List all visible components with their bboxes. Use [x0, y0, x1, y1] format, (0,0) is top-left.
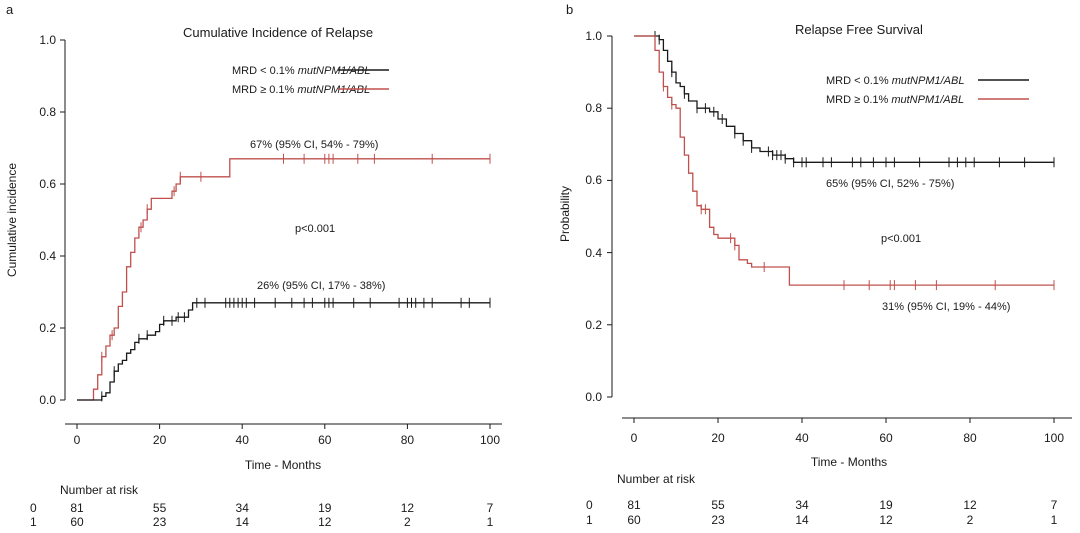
panel-a-risk-0-0: 81: [70, 501, 84, 515]
panel-b-ytick-label-5: 1.0: [585, 29, 602, 43]
panel-a-risk-0-1: 55: [153, 501, 167, 515]
panel-a-risk-0-4: 12: [401, 501, 415, 515]
panel-a-risk-1-2: 14: [236, 515, 250, 529]
panel-b-ytick-label-2: 0.4: [585, 246, 602, 260]
panel-a-risk-group-1: 1: [30, 515, 37, 529]
panel-a-xtick-label-1: 20: [153, 433, 167, 447]
panel-a-title: Cumulative Incidence of Relapse: [183, 25, 373, 40]
panel-a-annotation-1: 26% (95% CI, 17% - 38%): [257, 280, 385, 292]
panel-a-series-1-line: [77, 302, 490, 401]
panel-a-risk-title: Number at risk: [60, 483, 139, 497]
panel-b-annotation-0: 65% (95% CI, 52% - 75%): [826, 178, 954, 190]
panel-a-ytick-label-2: 0.4: [39, 249, 56, 263]
panel-a-xtick-label-5: 100: [480, 433, 500, 447]
panel-a-risk-0-2: 34: [236, 501, 250, 515]
panel-b-title: Relapse Free Survival: [795, 22, 923, 37]
panel-a-risk-1-5: 1: [487, 515, 494, 529]
panel-b-xtick-label-1: 20: [711, 431, 725, 445]
panel-a-curves: [77, 153, 491, 402]
panel-a-risk-0-5: 7: [487, 501, 494, 515]
panel-a-letter: a: [6, 2, 14, 17]
panel-b-risk-0-2: 34: [795, 498, 809, 512]
panel-a-legend-label-1: MRD ≥ 0.1% mutNPM1/ABL: [232, 84, 370, 96]
panel-a-ytick-label-0: 0.0: [39, 393, 56, 407]
panel-a-risk-1-1: 23: [153, 515, 167, 529]
panel-b-x-axis: 0 20 40 60 80 100 Time - Months: [622, 417, 1072, 469]
panel-b-annotation-1: 31% (95% CI, 19% - 44%): [882, 301, 1010, 313]
panel-b-xtick-label-4: 80: [963, 431, 977, 445]
panel-b-risk-group-0: 0: [586, 498, 593, 512]
panel-a-ytick-label-1: 0.2: [39, 321, 56, 335]
panel-a-risk-table: Number at risk 0 1 81 55 34 19 12 7 60 2…: [30, 483, 494, 529]
panel-a-xlabel: Time - Months: [245, 458, 321, 472]
panel-a-ylabel: Cumulative incidence: [5, 163, 19, 277]
panel-a-series-0-line: [77, 158, 490, 401]
panel-b-risk-1-4: 2: [967, 513, 974, 527]
panel-b-ytick-label-4: 0.8: [585, 101, 602, 115]
panel-a-risk-group-0: 0: [30, 501, 37, 515]
panel-b-legend-label-1: MRD ≥ 0.1% mutNPM1/ABL: [826, 94, 964, 106]
panel-a-xtick-label-4: 80: [401, 433, 415, 447]
panel-b-risk-1-5: 1: [1051, 513, 1058, 527]
panel-a-x-axis: 0 20 40 60 80 100 Time - Months: [65, 423, 502, 472]
panel-a-risk-0-3: 19: [318, 501, 332, 515]
panel-b-xtick-label-5: 100: [1044, 431, 1064, 445]
panel-b-xtick-label-0: 0: [631, 431, 638, 445]
panel-a-ytick-label-3: 0.6: [39, 177, 56, 191]
panel-a-xtick-label-2: 40: [236, 433, 250, 447]
panel-a-risk-1-0: 60: [70, 515, 84, 529]
panel-b-pvalue: p<0.001: [881, 233, 921, 245]
panel-b-risk-1-0: 60: [627, 513, 641, 527]
panel-b-ytick-label-3: 0.6: [585, 173, 602, 187]
panel-a-annotation-0: 67% (95% CI, 54% - 79%): [250, 139, 378, 151]
panel-a-risk-1-4: 2: [404, 515, 411, 529]
panel-a-pvalue: p<0.001: [295, 223, 335, 235]
panel-b-risk-1-3: 12: [879, 513, 893, 527]
panel-b-ytick-label-1: 0.2: [585, 318, 602, 332]
panel-a-ytick-label-4: 0.8: [39, 105, 56, 119]
panel-b-risk-0-1: 55: [711, 498, 725, 512]
panel-b-risk-group-1: 1: [586, 513, 593, 527]
panel-b-ytick-label-0: 0.0: [585, 390, 602, 404]
panel-b-series-1-line: [634, 35, 1054, 286]
panel-b-xtick-label-3: 60: [879, 431, 893, 445]
panel-b-risk-1-1: 23: [711, 513, 725, 527]
panel-b-risk-0-4: 12: [963, 498, 977, 512]
panel-b-risk-title: Number at risk: [617, 472, 696, 486]
panel-b-risk-1-2: 14: [795, 513, 809, 527]
panel-a-xtick-label-3: 60: [318, 433, 332, 447]
panel-b: b Relapse Free Survival MRD < 0.1% mutNP…: [558, 2, 1072, 527]
panel-b-legend: MRD < 0.1% mutNPM1/ABL MRD ≥ 0.1% mutNPM…: [826, 75, 1029, 106]
panel-a-legend-label-0: MRD < 0.1% mutNPM1/ABL: [232, 65, 370, 77]
panel-b-xlabel: Time - Months: [811, 455, 887, 469]
panel-a-y-axis: 0.0 0.2 0.4 0.6 0.8 1.0 Cumulative incid…: [5, 33, 66, 407]
panel-a-xtick-label-0: 0: [74, 433, 81, 447]
panel-a: a Cumulative Incidence of Relapse MRD < …: [5, 2, 502, 529]
panel-b-y-axis: 0.0 0.2 0.4 0.6 0.8 1.0 Probability: [558, 29, 613, 404]
panel-b-legend-label-0: MRD < 0.1% mutNPM1/ABL: [826, 75, 964, 87]
panel-b-xtick-label-2: 40: [795, 431, 809, 445]
panel-a-legend: MRD < 0.1% mutNPM1/ABL MRD ≥ 0.1% mutNPM…: [232, 65, 389, 96]
panel-b-series-0-line: [634, 35, 1054, 163]
panel-b-risk-table: Number at risk 0 1 81 55 34 19 12 7 60 2…: [586, 472, 1058, 527]
panel-a-ytick-label-5: 1.0: [39, 33, 56, 47]
panel-b-ylabel: Probability: [558, 186, 572, 242]
panel-b-curves: [634, 31, 1055, 291]
panel-b-risk-0-0: 81: [627, 498, 641, 512]
panel-a-risk-1-3: 12: [318, 515, 332, 529]
panel-b-risk-0-5: 7: [1051, 498, 1058, 512]
panel-b-risk-0-3: 19: [879, 498, 893, 512]
panel-b-letter: b: [566, 2, 573, 17]
